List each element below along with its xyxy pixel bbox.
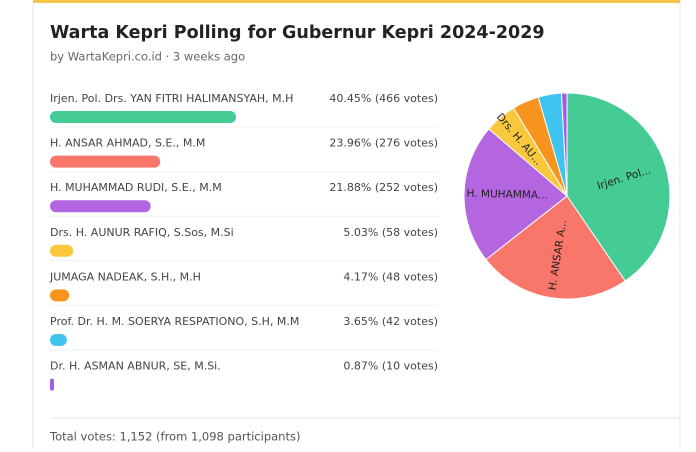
pie-label: H. MUHAMMA... <box>466 188 548 202</box>
option-list: Irjen. Pol. Drs. YAN FITRI HALIMANSYAH, … <box>49 92 438 391</box>
option-bar <box>50 289 70 302</box>
total-votes: Total votes: 1,152 (from 1,098 participa… <box>49 430 300 444</box>
pie-slice <box>463 128 568 261</box>
option-result: 3.65% (42 votes) <box>343 315 438 328</box>
option-bar <box>50 155 161 168</box>
option-name: Dr. H. ASMAN ABNUR, SE, M.Si. <box>50 360 221 373</box>
option-name: H. ANSAR AHMAD, S.E., M.M <box>50 137 205 150</box>
card-top-accent <box>33 0 680 3</box>
option-result: 4.17% (48 votes) <box>343 270 438 283</box>
option-bar <box>50 334 67 346</box>
option-bar <box>50 111 237 123</box>
pie-chart: Irjen. Pol...H. ANSAR A...H. MUHAMMA...D… <box>463 92 671 300</box>
poll-title: Warta Kepri Polling for Gubernur Kepri 2… <box>50 23 545 43</box>
option-bar <box>50 244 74 257</box>
option-result: 40.45% (466 votes) <box>329 92 438 105</box>
option-name: Drs. H. AUNUR RAFIQ, S.Sos, M.Si <box>50 226 234 239</box>
poll-byline: by WartaKepri.co.id · 3 weeks ago <box>50 50 245 64</box>
pie-slice <box>566 92 671 282</box>
option-bar <box>50 378 55 391</box>
option-result: 5.03% (58 votes) <box>343 226 438 239</box>
pie-slice <box>560 92 568 197</box>
option-name: Irjen. Pol. Drs. YAN FITRI HALIMANSYAH, … <box>50 92 293 105</box>
option-result: 21.88% (252 votes) <box>329 181 438 194</box>
option-name: Prof. Dr. H. M. SOERYA RESPATIONO, S.H, … <box>50 315 299 328</box>
option-result: 0.87% (10 votes) <box>343 360 438 373</box>
option-name: H. MUHAMMAD RUDI, S.E., M.M <box>50 181 222 194</box>
pie-slice <box>485 195 626 300</box>
option-result: 23.96% (276 votes) <box>329 137 438 150</box>
option-name: JUMAGA NADEAK, S.H., M.H <box>49 270 201 283</box>
option-bar <box>50 200 151 213</box>
